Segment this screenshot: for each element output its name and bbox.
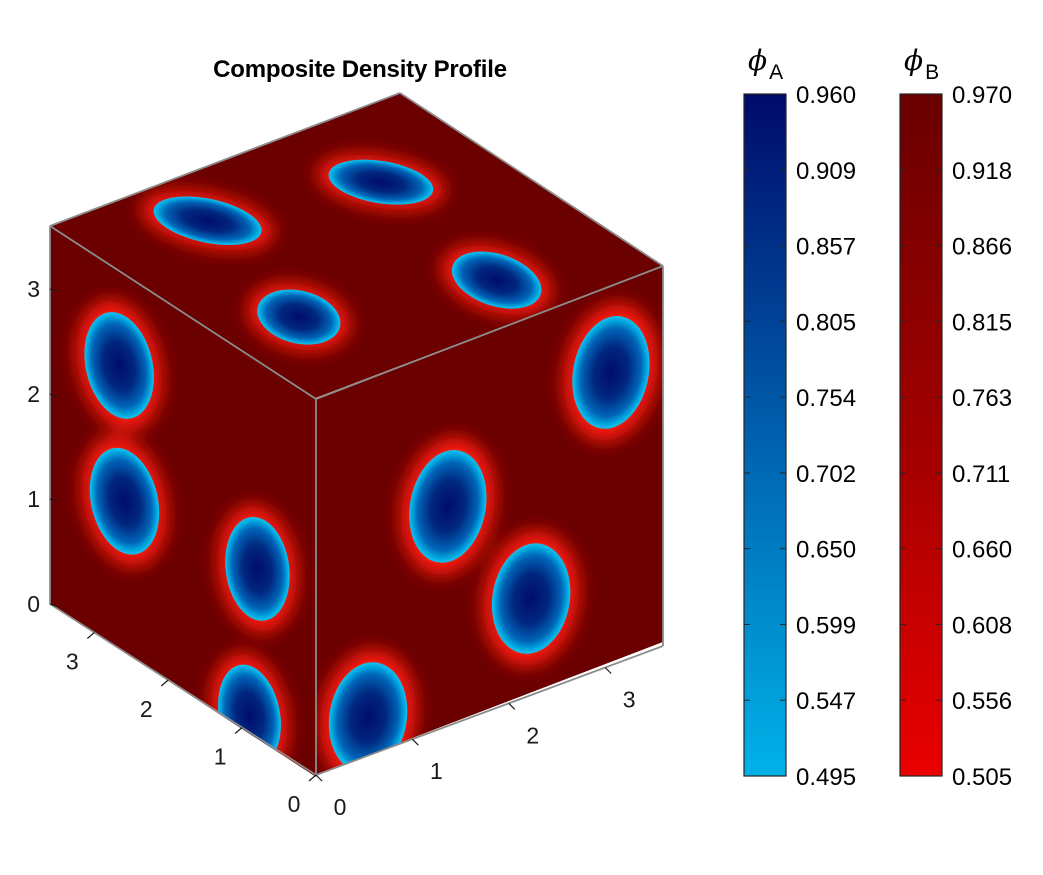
y-tick-label: 0 bbox=[288, 791, 301, 817]
phi-b-tick-label: 0.763 bbox=[952, 385, 1012, 412]
y-tick-label: 3 bbox=[66, 649, 79, 675]
phi-a-colorbar-label: ϕA bbox=[748, 44, 783, 84]
z-tick-label: 0 bbox=[27, 591, 40, 617]
chart-title: Composite Density Profile bbox=[213, 56, 507, 83]
cube-edge bbox=[399, 92, 664, 267]
phi-b-tick-label: 0.918 bbox=[952, 158, 1012, 185]
top-face-domain-2 bbox=[328, 159, 434, 205]
z-tick-mark bbox=[49, 393, 59, 398]
phi-a-colorbar-ramp bbox=[743, 93, 787, 777]
top-face-domain-3 bbox=[451, 251, 542, 309]
right-face-domain-0 bbox=[409, 450, 487, 563]
x-tick-label: 0 bbox=[334, 794, 347, 820]
phi-a-tick-label: 0.702 bbox=[796, 461, 856, 488]
right-face-domain-3 bbox=[491, 543, 571, 654]
z-tick-mark bbox=[49, 498, 59, 503]
phi-b-tick-label: 0.660 bbox=[952, 537, 1012, 564]
x-tick-mark bbox=[315, 774, 323, 782]
y-tick-mark bbox=[86, 632, 95, 639]
z-tick-label: 3 bbox=[27, 276, 40, 302]
right-face bbox=[316, 266, 663, 775]
cube-edge bbox=[49, 92, 401, 227]
phi-b-colorbar-label: ϕB bbox=[904, 44, 939, 84]
phi-b-tick-label: 0.556 bbox=[952, 688, 1012, 715]
cube-edge bbox=[49, 225, 317, 400]
y-tick-label: 2 bbox=[140, 696, 153, 722]
y-tick-mark bbox=[160, 679, 169, 687]
left-face-domain-1 bbox=[89, 447, 160, 555]
left-face-domain-2 bbox=[225, 516, 290, 621]
phi-b-tick-label: 0.505 bbox=[952, 764, 1012, 791]
phi-b-tick-label: 0.866 bbox=[952, 234, 1012, 261]
top-face-background bbox=[50, 93, 663, 399]
top-face bbox=[50, 93, 663, 399]
phi-a-tick-label: 0.599 bbox=[796, 612, 856, 639]
phi-a-colorbar: 0.960 0.909 0.857 0.805 0.754 0.702 0.650 0.599… bbox=[743, 44, 856, 791]
phi-b-tick-label: 0.815 bbox=[952, 309, 1012, 336]
phi-b-tick-label: 0.970 bbox=[952, 82, 1012, 109]
z-tick-label: 2 bbox=[27, 381, 40, 407]
x-tick-mark bbox=[411, 738, 419, 746]
right-face-domain-2 bbox=[328, 662, 408, 773]
phi-a-tick-label: 0.960 bbox=[796, 82, 856, 109]
phi-b-tick-label: 0.711 bbox=[952, 461, 1010, 488]
cube-edge bbox=[315, 265, 664, 400]
right-face-domain-1 bbox=[572, 316, 650, 429]
y-tick-label: 1 bbox=[214, 744, 227, 770]
y-tick-mark bbox=[308, 774, 317, 782]
phi-b-colorbar-ramp bbox=[899, 93, 943, 777]
phi-a-tick-label: 0.857 bbox=[796, 234, 856, 261]
y-tick-mark bbox=[234, 727, 243, 734]
phi-a-tick-label: 0.754 bbox=[796, 385, 856, 412]
x-tick-label: 3 bbox=[623, 687, 636, 713]
z-tick-mark bbox=[49, 603, 59, 608]
phi-a-tick-label: 0.547 bbox=[796, 688, 856, 715]
phi-b-tick-label: 0.608 bbox=[952, 612, 1012, 639]
top-face-domain-0 bbox=[153, 196, 262, 245]
left-face-domain-0 bbox=[84, 312, 154, 419]
phi-a-tick-label: 0.909 bbox=[796, 158, 856, 185]
top-face-domain-1 bbox=[257, 289, 341, 345]
z-tick-mark bbox=[49, 288, 59, 293]
phi-a-tick-label: 0.495 bbox=[796, 764, 856, 791]
x-tick-mark bbox=[508, 702, 516, 710]
phi-b-colorbar: 0.970 0.918 0.866 0.815 0.763 0.711 0.660 0.608… bbox=[899, 44, 1012, 791]
x-tick-mark bbox=[604, 667, 612, 674]
phi-a-tick-label: 0.805 bbox=[796, 309, 856, 336]
phi-a-tick-label: 0.650 bbox=[796, 537, 856, 564]
x-tick-label: 2 bbox=[526, 722, 539, 748]
x-tick-label: 1 bbox=[430, 758, 443, 784]
z-tick-label: 1 bbox=[27, 486, 40, 512]
